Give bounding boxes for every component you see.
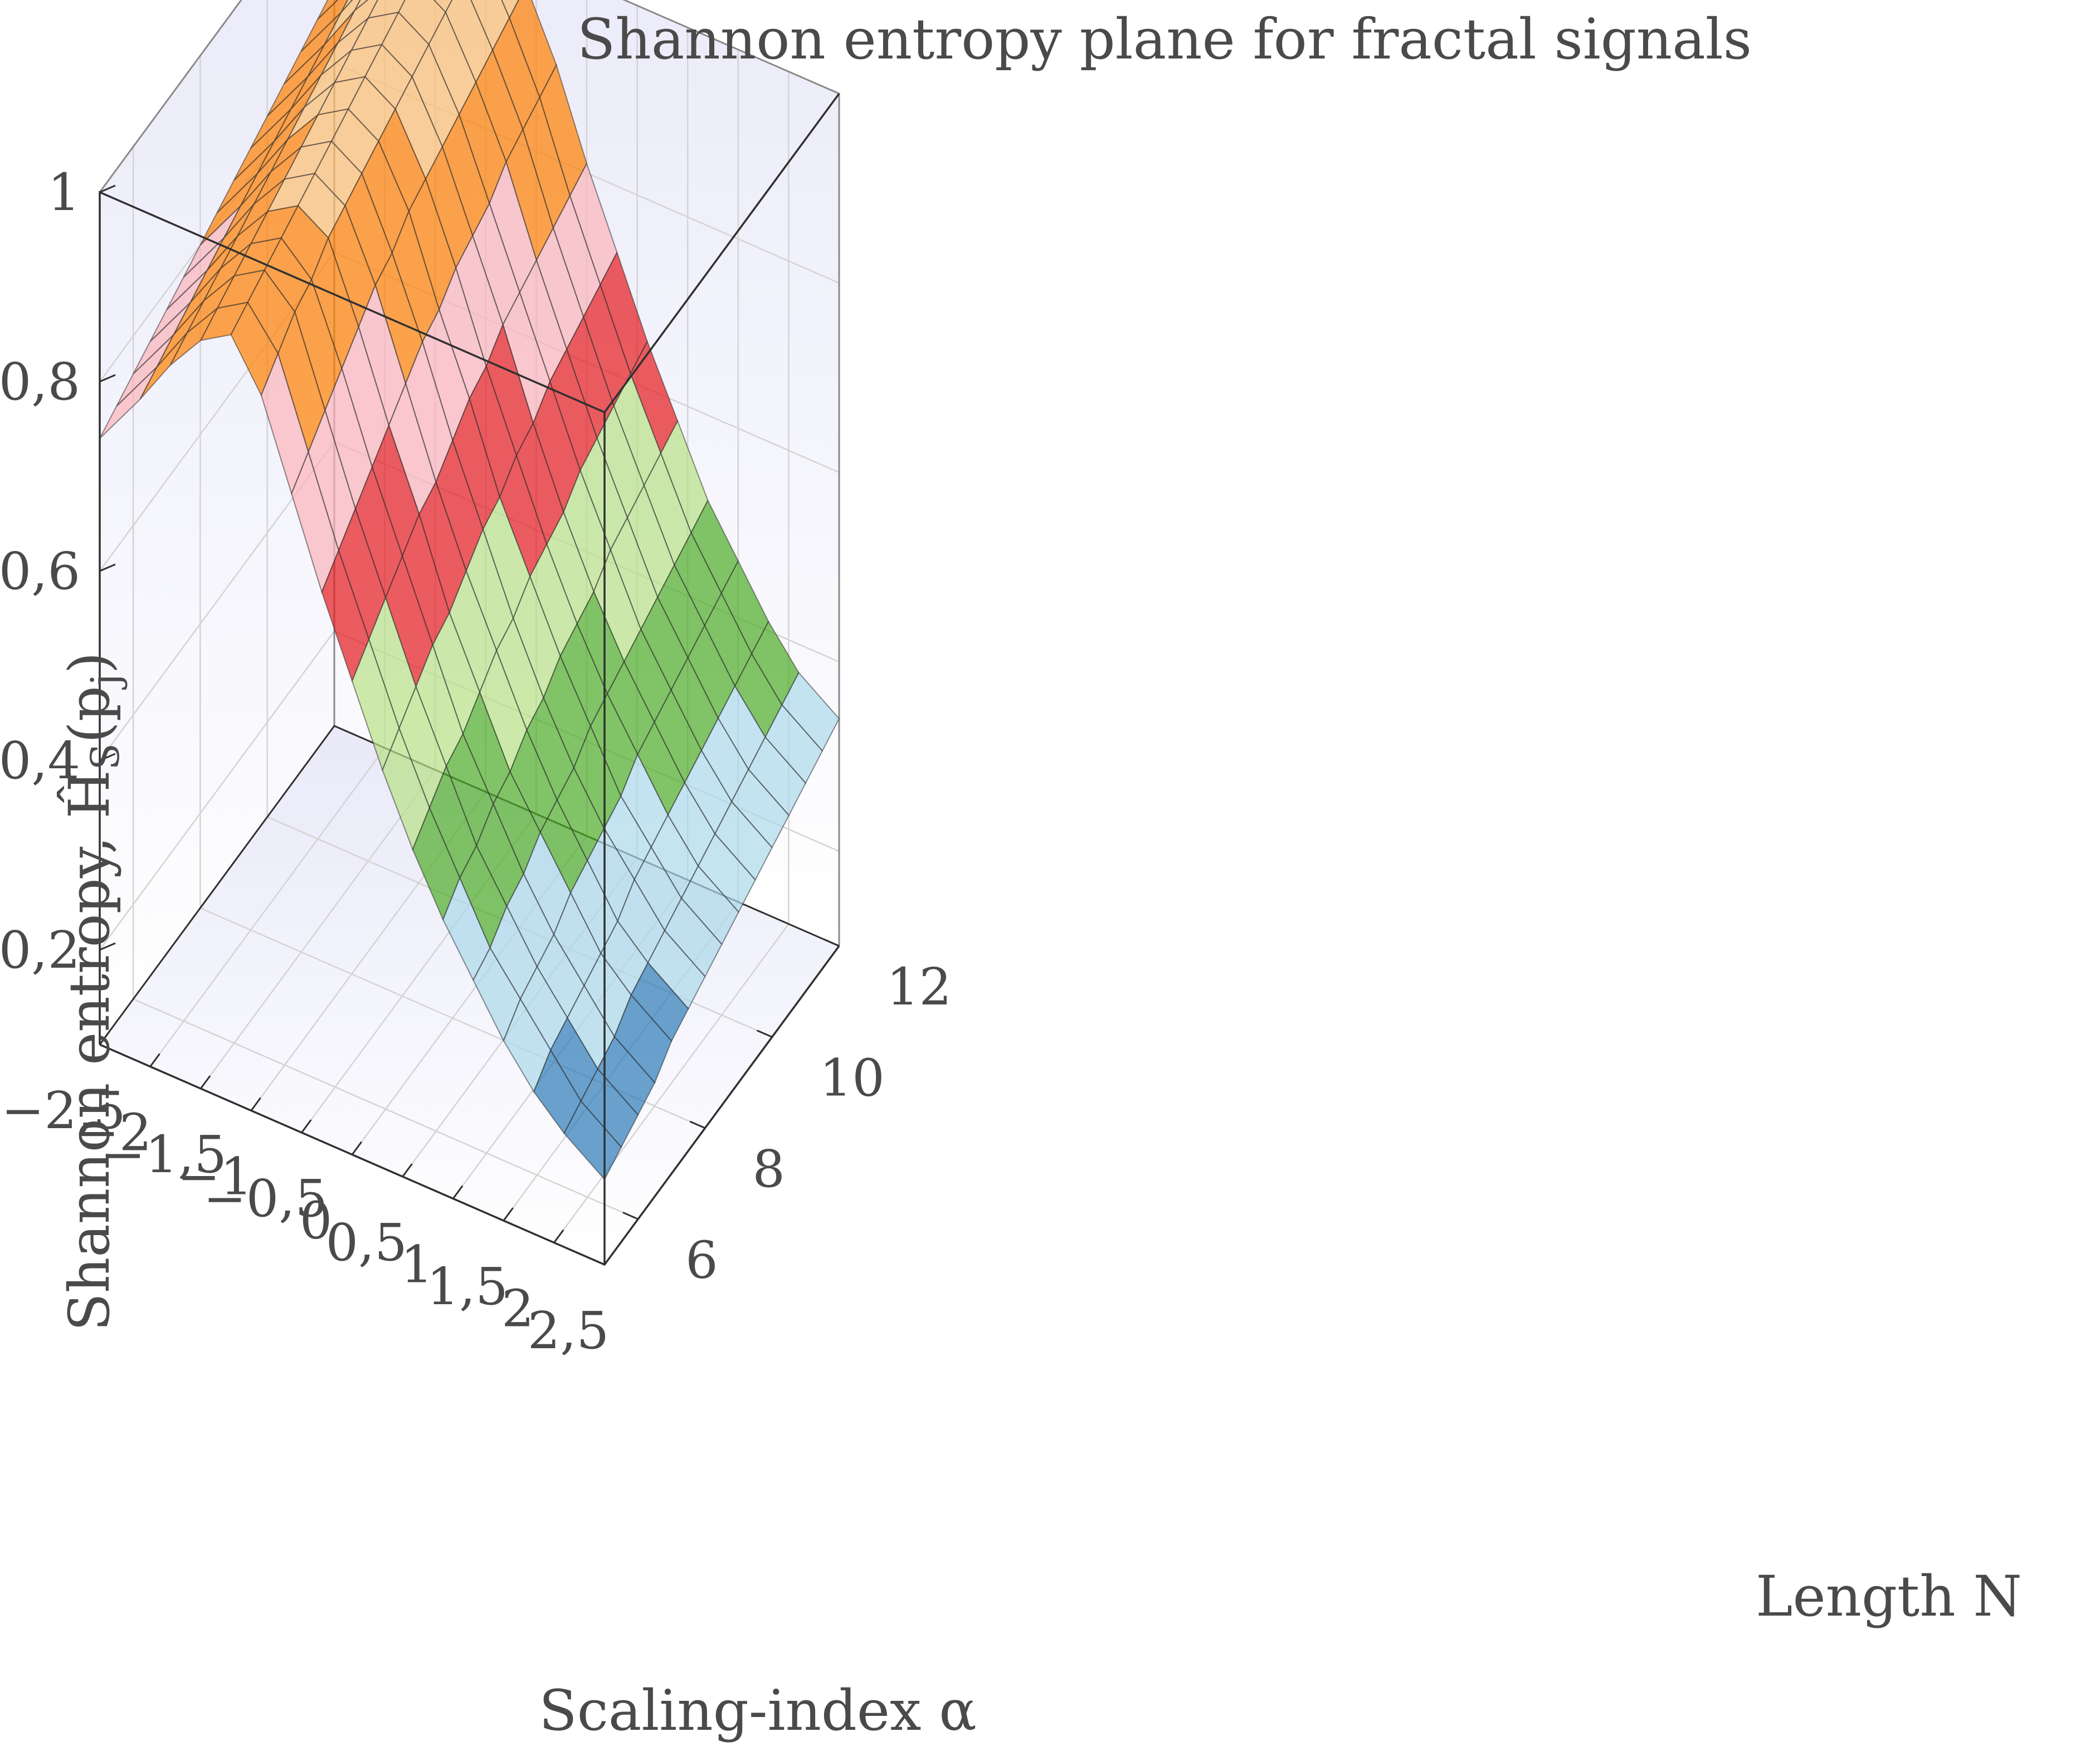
x-tick	[351, 1141, 363, 1155]
z-axis-label-sub: S	[82, 743, 128, 770]
z-axis-label-main: Shannon entropy, Ĥ	[57, 770, 122, 1331]
y-tick	[756, 1030, 773, 1038]
y-tick	[622, 1212, 639, 1220]
z-tick-label: 0,8	[0, 352, 80, 412]
x-tick-label: 2,5	[528, 1301, 609, 1360]
y-tick-label: 10	[820, 1048, 885, 1108]
x-tick-label: −2	[76, 1103, 152, 1163]
surface-mesh	[99, 0, 840, 1181]
surface-patch	[501, 0, 519, 19]
x-tick	[199, 1075, 211, 1089]
y-tick	[824, 938, 840, 947]
x-tick	[553, 1229, 564, 1243]
x-tick	[301, 1119, 312, 1133]
tick-marks	[99, 184, 840, 1265]
x-tick-label: 0	[300, 1191, 333, 1251]
z-axis-label-tail: (p	[57, 686, 122, 743]
x-tick	[99, 1031, 110, 1045]
z-tick-label: 0,6	[0, 542, 80, 601]
x-tick-labels: −2,5−2−1,5−1−0,500,511,522,5	[1, 1081, 609, 1360]
z-tick	[99, 184, 116, 193]
x-tick-label: −1	[177, 1147, 253, 1207]
x-tick	[503, 1207, 514, 1221]
z-tick	[99, 563, 116, 572]
x-tick	[250, 1097, 261, 1111]
y-tick-label: 12	[886, 957, 952, 1017]
z-tick-label: 0,2	[0, 920, 80, 980]
z-tick-label: 1	[47, 163, 80, 222]
box-front-top-edge	[99, 92, 840, 1045]
x-tick-label: −2,5	[1, 1081, 125, 1140]
x-tick-label: 2	[501, 1279, 534, 1339]
z-tick	[99, 942, 116, 951]
box-back-top-edge	[99, 0, 840, 946]
z-tick-label: 0,4	[0, 731, 80, 791]
z-axis-label-end: )	[57, 652, 122, 674]
z-axis-label: Shannon entropy, ĤS(pj)	[57, 652, 128, 1331]
x-axis-label: Scaling-index α	[539, 1678, 977, 1743]
surface-patch	[563, 1100, 622, 1181]
x-tick-label: 1	[401, 1235, 433, 1295]
z-tick	[99, 374, 116, 383]
chart-title: Shannon entropy plane for fractal signal…	[577, 7, 1752, 72]
x-tick-label: 1,5	[427, 1257, 508, 1316]
x-tick	[402, 1163, 413, 1177]
x-tick-label: 0,5	[325, 1213, 407, 1272]
x-tick	[149, 1053, 160, 1067]
y-tick-label: 6	[685, 1230, 718, 1290]
y-axis-label: Length N	[1756, 1564, 2022, 1629]
x-tick-label: −1,5	[102, 1125, 226, 1184]
x-tick	[452, 1185, 464, 1199]
z-tick	[99, 753, 116, 762]
x-tick	[603, 1251, 615, 1265]
y-tick	[689, 1120, 706, 1129]
x-tick-label: −0,5	[203, 1169, 328, 1228]
z-tick-labels: 0,2 0,4 0,6 0,8 1	[0, 163, 80, 980]
y-tick-label: 8	[752, 1139, 785, 1199]
